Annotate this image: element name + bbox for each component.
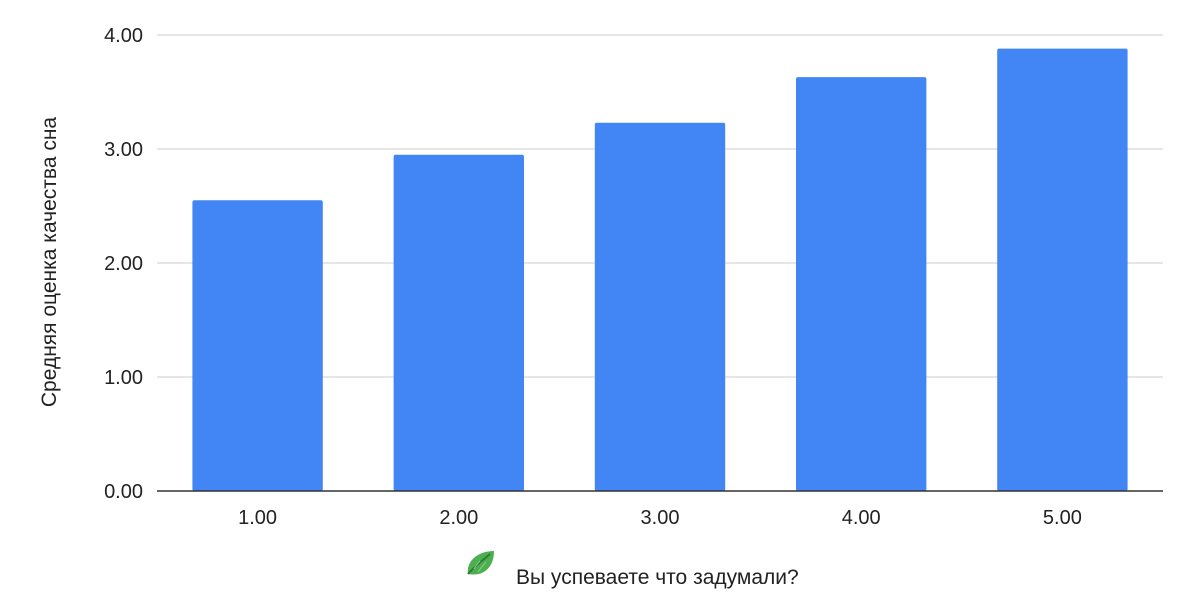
green-leaf-icon [467,551,494,575]
x-tick-label: 2.00 [439,507,478,529]
bar-1 [192,200,323,492]
x-tick-label: 5.00 [1043,507,1082,529]
bar-2 [393,154,524,491]
y-tick-labels: 0.00 1.00 2.00 3.00 4.00 [104,25,143,503]
x-axis-title: Вы успеваете что задумали? [516,566,799,589]
bars [192,48,1128,492]
x-tick-labels: 1.00 2.00 3.00 4.00 5.00 [238,507,1082,529]
y-tick-label: 4.00 [104,25,143,47]
y-axis-title: Средняя оценка качества сна [38,117,61,408]
bar-3 [594,122,726,491]
bar-4 [796,77,927,492]
x-axis-title-group: Вы успеваете что задумали? [467,551,799,589]
y-tick-label: 2.00 [104,253,143,275]
x-tick-label: 3.00 [641,507,680,529]
x-tick-label: 4.00 [842,507,881,529]
y-tick-label: 0.00 [104,481,143,503]
x-tick-label: 1.00 [238,507,277,529]
y-tick-label: 3.00 [104,139,143,161]
y-tick-label: 1.00 [104,367,143,389]
bar-5 [997,48,1128,492]
